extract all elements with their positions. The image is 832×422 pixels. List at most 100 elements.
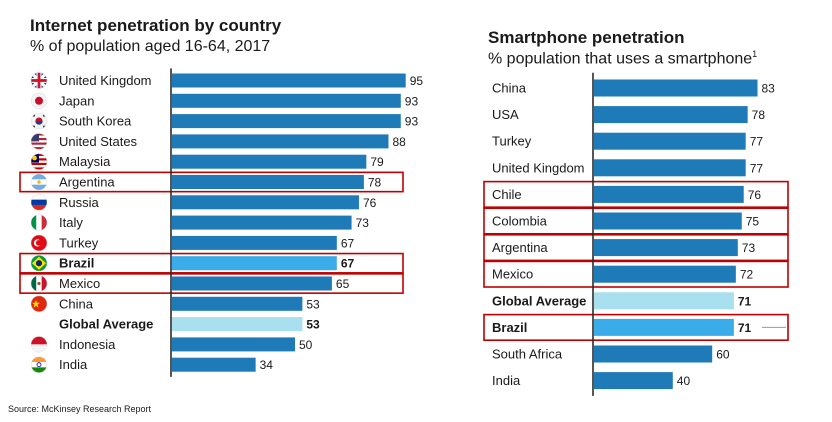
internet-value-label-china: 53	[306, 297, 320, 311]
internet-category-label-argentina: Argentina	[59, 175, 115, 190]
smartphone-bar-mexico	[594, 265, 736, 283]
smartphone-value-label-south-africa: 60	[716, 348, 730, 362]
smartphone-bar-china	[594, 79, 758, 97]
flag-turkey-icon	[31, 234, 47, 251]
smartphone-value-label-global-average: 71	[738, 294, 752, 308]
internet-value-label-mexico: 65	[336, 277, 350, 291]
smartphone-category-label-india: India	[492, 373, 521, 388]
smartphone-highlight-box-brazil	[483, 313, 789, 342]
internet-value-label-india: 34	[260, 358, 274, 372]
flag-uk-icon	[31, 72, 47, 89]
internet-category-label-brazil: Brazil	[59, 256, 94, 271]
smartphone-bar-united-kingdom	[594, 159, 746, 177]
internet-chart-title: Internet penetration by country	[30, 16, 282, 35]
smartphone-highlight-box-mexico	[483, 260, 789, 288]
smartphone-value-label-turkey: 77	[750, 135, 764, 149]
smartphone-value-label-chile: 76	[748, 188, 762, 202]
flag-mexico-icon	[31, 275, 47, 292]
smartphone-value-label-united-kingdom: 77	[750, 161, 764, 175]
internet-bar-turkey	[172, 235, 337, 250]
smartphone-category-label-mexico: Mexico	[492, 267, 533, 282]
smartphone-value-label-india: 40	[677, 374, 691, 388]
smartphone-bar-chile	[594, 185, 744, 203]
smartphone-value-label-colombia: 75	[746, 215, 760, 229]
internet-value-label-global-average: 53	[306, 318, 320, 332]
flag-malaysia-icon	[31, 153, 47, 170]
internet-category-label-malaysia: Malaysia	[59, 154, 111, 169]
internet-category-label-china: China	[59, 296, 94, 311]
smartphone-chart-title: Smartphone penetration	[488, 28, 685, 47]
smartphone-category-label-united-kingdom: United Kingdom	[492, 160, 585, 175]
smartphone-category-label-chile: Chile	[492, 187, 522, 202]
flag-indonesia-icon	[31, 336, 47, 353]
smartphone-value-label-argentina: 73	[742, 241, 756, 255]
smartphone-highlight-box-colombia	[483, 207, 789, 235]
internet-category-label-mexico: Mexico	[59, 276, 100, 291]
internet-value-label-south-korea: 93	[405, 115, 419, 129]
smartphone-bar-brazil	[594, 318, 734, 336]
flag-japan-icon	[31, 92, 47, 109]
smartphone-category-label-china: China	[492, 81, 527, 96]
internet-value-label-malaysia: 79	[370, 155, 384, 169]
smartphone-category-label-usa: USA	[492, 107, 519, 122]
internet-bar-russia	[172, 195, 359, 210]
smartphone-chart-subtitle: % population that uses a smartphone1	[488, 49, 757, 68]
internet-value-label-italy: 73	[356, 216, 370, 230]
internet-bar-indonesia	[172, 337, 295, 352]
smartphone-bar-usa	[594, 106, 748, 124]
internet-highlight-box-brazil	[19, 252, 404, 274]
internet-bar-china	[172, 296, 303, 311]
flag-brazil-icon	[31, 255, 47, 272]
internet-value-label-argentina: 78	[368, 176, 382, 190]
smartphone-bar-argentina	[594, 239, 738, 257]
smartphone-category-label-global-average: Global Average	[492, 293, 586, 308]
flag-china-icon	[31, 295, 47, 312]
flag-italy-icon	[31, 214, 47, 231]
internet-category-label-united-kingdom: United Kingdom	[59, 73, 152, 88]
internet-category-label-japan: Japan	[59, 93, 94, 108]
internet-bar-india	[172, 357, 256, 372]
smartphone-category-label-south-africa: South Africa	[492, 347, 563, 362]
internet-highlight-box-mexico	[19, 273, 404, 294]
internet-bar-global-average	[172, 317, 303, 332]
internet-category-label-indonesia: Indonesia	[59, 337, 116, 352]
source-note: Source: McKinsey Research Report	[8, 404, 152, 414]
internet-bar-malaysia	[172, 154, 367, 169]
internet-bar-japan	[172, 93, 401, 108]
internet-category-label-south-korea: South Korea	[59, 114, 132, 129]
flag-argentina-icon	[31, 174, 47, 190]
smartphone-category-label-colombia: Colombia	[492, 214, 548, 229]
internet-value-label-united-states: 88	[392, 135, 406, 149]
internet-chart-subtitle: % of population aged 16-64, 2017	[30, 38, 271, 55]
smartphone-bar-global-average	[594, 292, 734, 310]
smartphone-category-label-brazil: Brazil	[492, 320, 527, 335]
smartphone-category-label-turkey: Turkey	[492, 134, 532, 149]
smartphone-value-label-china: 83	[762, 82, 776, 96]
smartphone-bar-south-africa	[594, 345, 713, 363]
internet-value-label-united-kingdom: 95	[410, 74, 424, 88]
internet-category-label-india: India	[59, 357, 88, 372]
smartphone-highlight-box-argentina	[483, 234, 789, 262]
internet-category-label-united-states: United States	[59, 134, 138, 149]
flag-usa-icon	[31, 133, 47, 150]
internet-highlight-box-argentina	[19, 171, 404, 193]
internet-bar-united-kingdom	[172, 73, 406, 88]
smartphone-bar-india	[594, 372, 673, 390]
internet-category-label-russia: Russia	[59, 195, 100, 210]
smartphone-subtitle-text: % population that uses a smartphone	[488, 50, 753, 68]
flag-russia-icon	[31, 194, 47, 211]
smartphone-value-label-brazil: 71	[738, 321, 752, 335]
smartphone-highlight-box-chile	[483, 180, 789, 209]
internet-value-label-indonesia: 50	[299, 338, 313, 352]
flag-south-korea-icon	[31, 113, 47, 130]
internet-bar-brazil	[172, 256, 337, 271]
smartphone-subtitle-footnote: 1	[752, 49, 758, 59]
internet-value-label-brazil: 67	[341, 257, 355, 271]
smartphone-category-label-argentina: Argentina	[492, 240, 548, 255]
smartphone-bar-colombia	[594, 212, 742, 230]
internet-category-label-turkey: Turkey	[59, 235, 99, 250]
internet-bar-italy	[172, 215, 352, 230]
smartphone-value-label-usa: 78	[752, 108, 766, 122]
internet-bar-argentina	[172, 175, 364, 189]
